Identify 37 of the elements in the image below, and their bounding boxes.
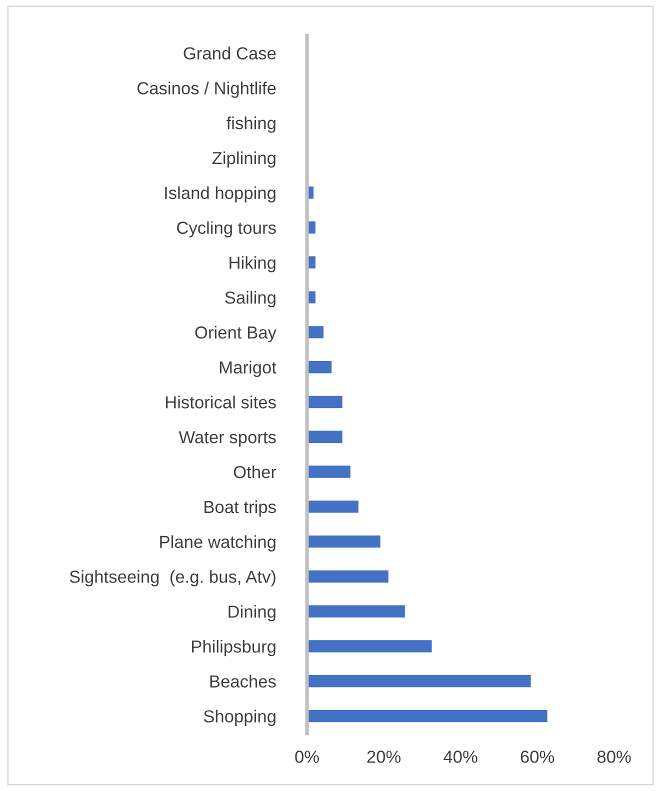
- y-tick-label: Water sports: [178, 431, 276, 447]
- y-tick-label: Philipsburg: [192, 640, 276, 656]
- y-tick-label: Historical sites: [166, 396, 276, 408]
- y-tick-label: Sightseeing (e.g. bus, Atv): [70, 570, 276, 586]
- y-tick-label: Ziplining: [212, 151, 276, 168]
- y-tick-label: Boat trips: [204, 500, 276, 517]
- bar: [307, 430, 342, 443]
- y-tick-label: Dining: [228, 605, 276, 622]
- y-tick-label: Plane watching: [160, 535, 276, 552]
- x-tick-label: 0%: [295, 750, 319, 763]
- y-tick-label: Other: [234, 465, 276, 478]
- bar: [307, 640, 432, 652]
- y-tick-label: Shopping: [204, 710, 276, 726]
- bar: [307, 396, 342, 408]
- bar: [307, 710, 548, 722]
- x-tick-label: 20%: [367, 750, 401, 763]
- x-tick-label: 60%: [520, 750, 554, 763]
- bar: [307, 605, 405, 618]
- bar: [307, 500, 358, 513]
- bar: [307, 535, 380, 548]
- bar: [307, 326, 324, 338]
- y-tick-label: Grand Case: [184, 46, 276, 60]
- bar: [307, 675, 531, 688]
- y-tick-label: Beaches: [210, 674, 276, 688]
- y-tick-label: Marigot: [220, 360, 276, 377]
- y-tick-label: Orient Bay: [195, 326, 276, 342]
- bar: [307, 360, 332, 374]
- y-tick-label: Cycling tours: [177, 221, 276, 238]
- x-tick-label: 40%: [444, 750, 478, 763]
- y-tick-label: Island hopping: [165, 186, 276, 203]
- y-tick-label: fishing: [226, 116, 276, 133]
- y-tick-label: Sailing: [225, 291, 276, 308]
- bar: [307, 570, 388, 583]
- y-tick-label: Hiking: [230, 256, 276, 272]
- x-tick-label: 80%: [597, 750, 631, 763]
- bar: [307, 466, 350, 478]
- y-tick-label: Casinos / Nightlife: [137, 82, 276, 98]
